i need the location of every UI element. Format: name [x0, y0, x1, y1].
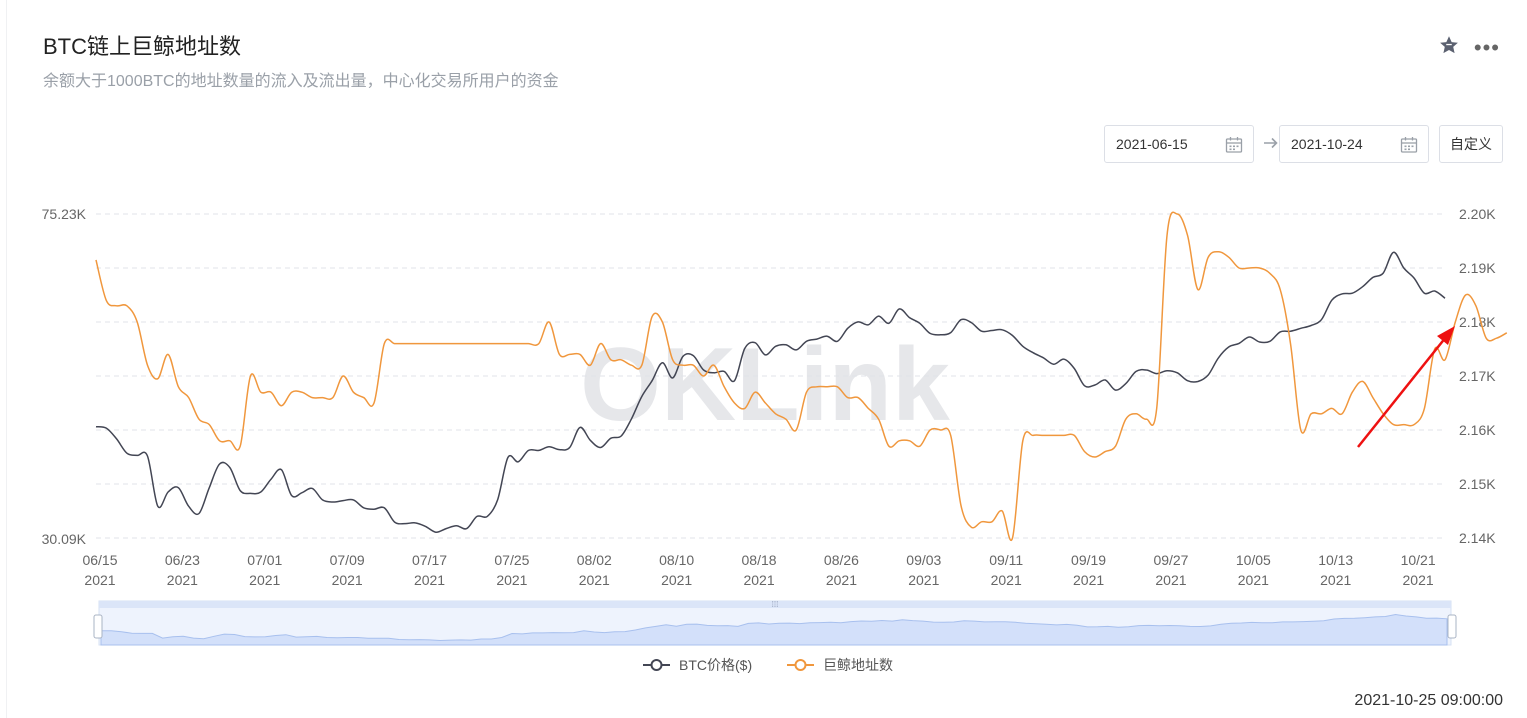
chart-subtitle: 余额大于1000BTC的地址数量的流入及流出量，中心化交易所用户的资金 [43, 73, 559, 90]
more-icon[interactable]: ••• [1473, 34, 1500, 60]
chart-title: BTC链上巨鲸地址数 [43, 34, 242, 59]
arrow-right-icon [1263, 135, 1279, 156]
data-timestamp: 2021-10-25 09:00:00 [1354, 692, 1503, 709]
start-date-value: 2021-06-15 [1116, 136, 1188, 152]
card-actions: ••• [1438, 34, 1500, 61]
star-icon[interactable] [1438, 34, 1460, 61]
start-date-input[interactable]: 2021-06-15 [1104, 125, 1254, 163]
custom-range-button[interactable]: 自定义 [1439, 125, 1503, 163]
end-date-input[interactable]: 2021-10-24 [1279, 125, 1429, 163]
chart-card: BTC链上巨鲸地址数 余额大于1000BTC的地址数量的流入及流出量，中心化交易… [6, 0, 1522, 718]
calendar-icon [1225, 136, 1243, 157]
calendar-icon [1400, 136, 1418, 157]
end-date-value: 2021-10-24 [1291, 136, 1363, 152]
